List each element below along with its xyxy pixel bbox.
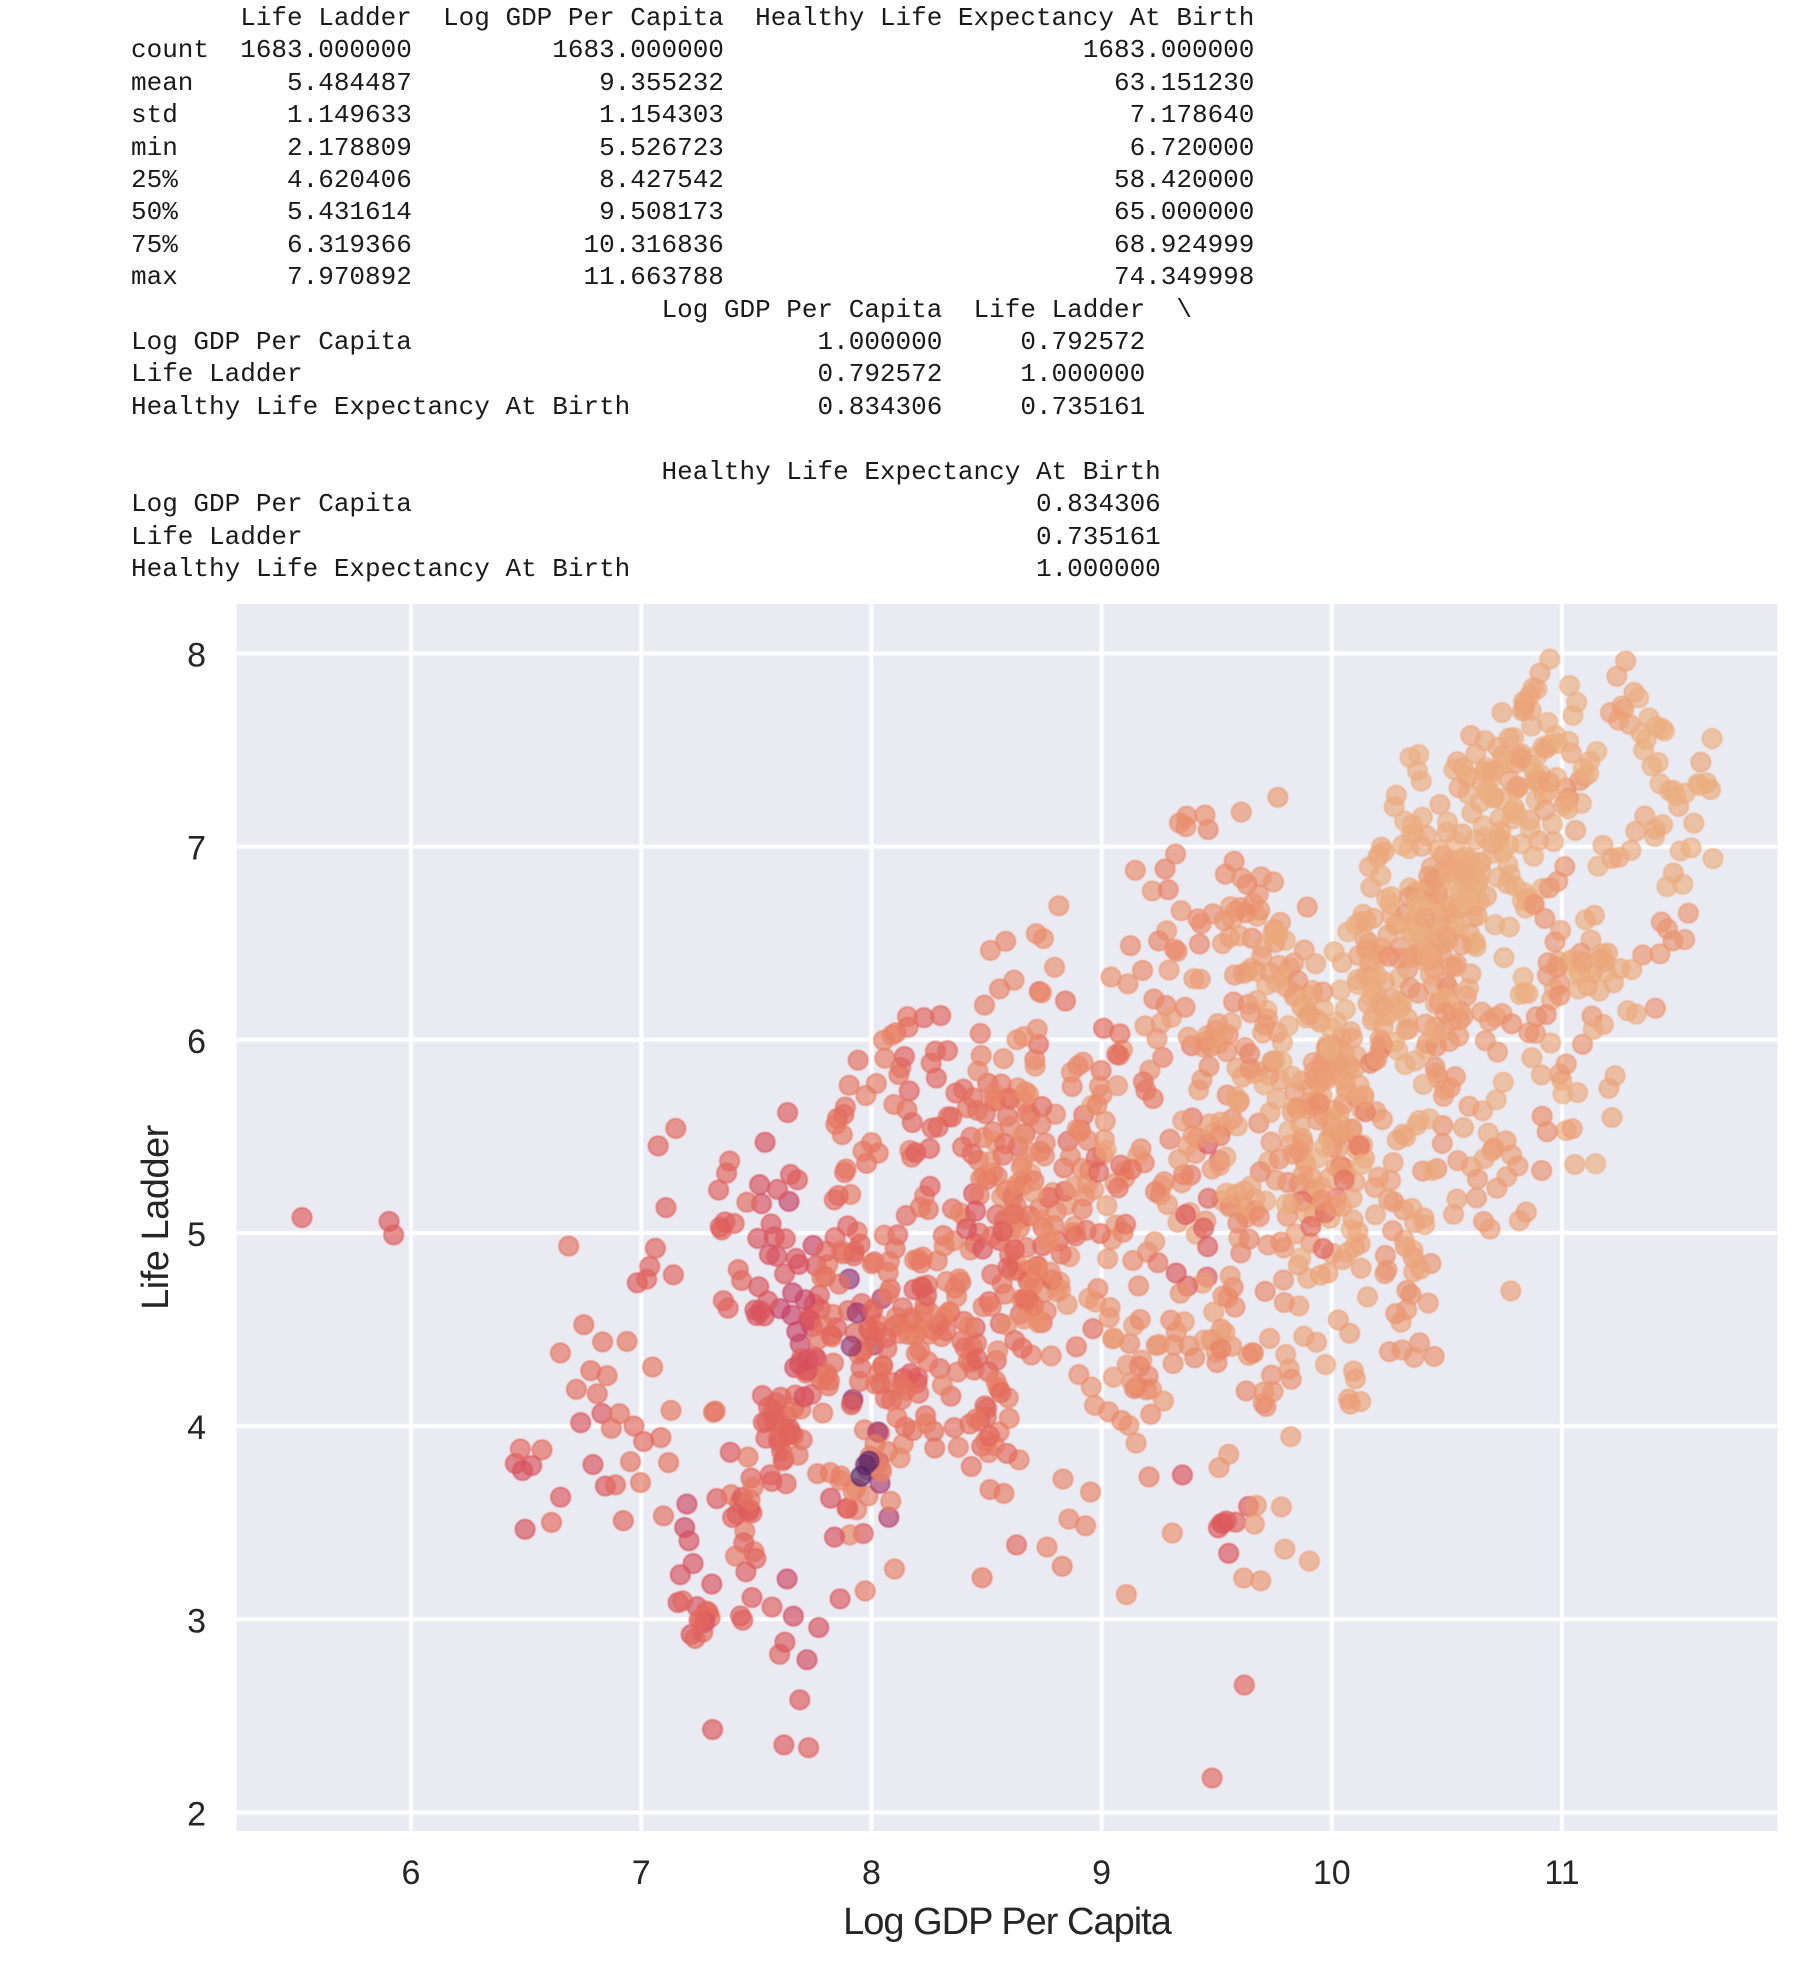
svg-text:8: 8 bbox=[862, 1854, 881, 1892]
svg-text:2: 2 bbox=[187, 1796, 206, 1834]
svg-text:Life Ladder: Life Ladder bbox=[135, 1124, 177, 1309]
svg-text:Log GDP Per Capita: Log GDP Per Capita bbox=[843, 1901, 1173, 1943]
svg-text:9: 9 bbox=[1092, 1854, 1111, 1892]
svg-text:6: 6 bbox=[402, 1854, 421, 1892]
svg-text:6: 6 bbox=[187, 1023, 206, 1061]
svg-text:8: 8 bbox=[187, 637, 206, 675]
svg-text:5: 5 bbox=[187, 1216, 206, 1254]
svg-text:7: 7 bbox=[632, 1854, 651, 1892]
svg-text:4: 4 bbox=[187, 1409, 206, 1447]
svg-text:3: 3 bbox=[187, 1602, 206, 1640]
svg-text:11: 11 bbox=[1544, 1854, 1579, 1892]
svg-text:7: 7 bbox=[187, 830, 206, 868]
svg-text:10: 10 bbox=[1313, 1854, 1351, 1892]
